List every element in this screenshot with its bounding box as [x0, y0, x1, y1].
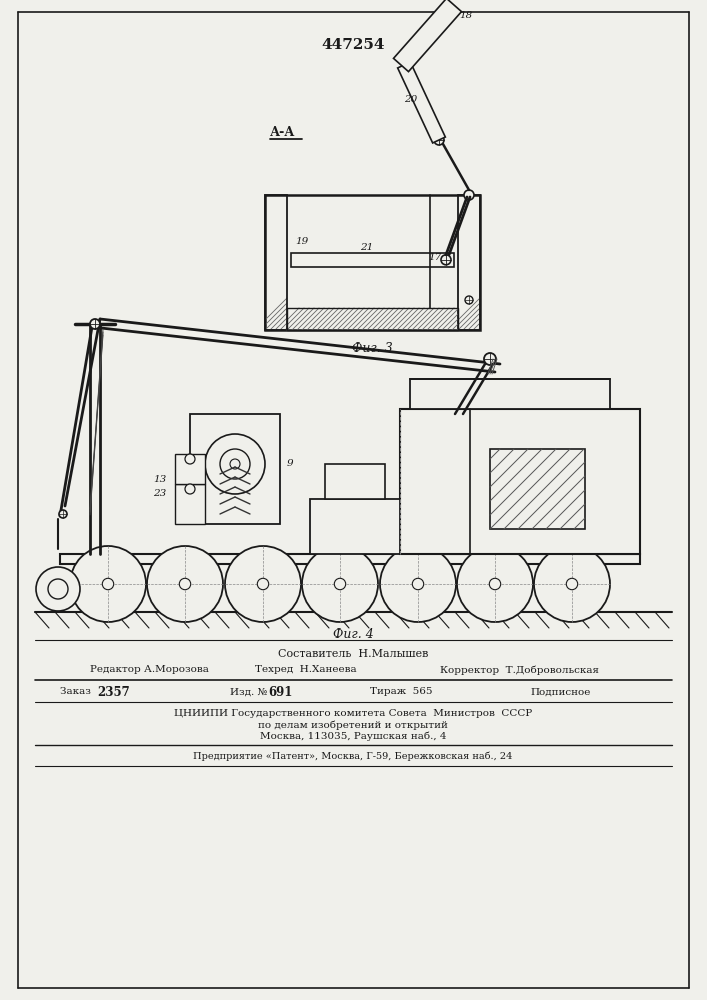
Bar — [175, 484, 205, 524]
Circle shape — [180, 578, 191, 590]
Circle shape — [205, 434, 265, 494]
Circle shape — [230, 459, 240, 469]
Text: 23: 23 — [153, 489, 167, 498]
Bar — [291, 253, 454, 267]
Text: по делам изобретений и открытий: по делам изобретений и открытий — [258, 720, 448, 730]
Text: Фиг. 3: Фиг. 3 — [351, 342, 392, 355]
Circle shape — [59, 510, 67, 518]
Text: Изд. №: Изд. № — [230, 688, 267, 696]
Text: 19: 19 — [296, 237, 309, 246]
Text: Предприятие «Патент», Москва, Г-59, Бережковская наб., 24: Предприятие «Патент», Москва, Г-59, Бере… — [193, 751, 513, 761]
Polygon shape — [394, 0, 462, 72]
Bar — [175, 454, 205, 484]
Text: Составитель  Н.Малышев: Составитель Н.Малышев — [278, 649, 428, 659]
Circle shape — [434, 135, 444, 145]
Circle shape — [334, 578, 346, 590]
Circle shape — [534, 546, 610, 622]
Circle shape — [464, 190, 474, 200]
Polygon shape — [397, 62, 445, 143]
Circle shape — [90, 319, 100, 329]
Text: Подписное: Подписное — [530, 688, 590, 696]
Text: Тираж  565: Тираж 565 — [370, 688, 433, 696]
Text: Корректор  Т.Добровольская: Корректор Т.Добровольская — [440, 665, 599, 675]
Circle shape — [412, 578, 423, 590]
Text: 447254: 447254 — [321, 38, 385, 52]
Circle shape — [257, 578, 269, 590]
Circle shape — [70, 546, 146, 622]
Text: 2357: 2357 — [97, 686, 130, 698]
Bar — [287, 308, 458, 330]
Text: Заказ: Заказ — [60, 688, 94, 696]
Bar — [310, 499, 400, 554]
Text: 17: 17 — [428, 253, 442, 262]
Circle shape — [103, 578, 114, 590]
Text: А-А: А-А — [270, 125, 296, 138]
Text: 13: 13 — [153, 475, 167, 484]
Bar — [190, 414, 280, 524]
Bar — [410, 379, 610, 409]
Circle shape — [225, 546, 301, 622]
Circle shape — [220, 449, 250, 479]
Circle shape — [147, 546, 223, 622]
Bar — [265, 195, 480, 330]
Circle shape — [465, 296, 473, 304]
Text: ЦНИИПИ Государственного комитета Совета  Министров  СССР: ЦНИИПИ Государственного комитета Совета … — [174, 710, 532, 718]
Circle shape — [36, 567, 80, 611]
Bar — [325, 464, 385, 499]
Text: 21: 21 — [361, 243, 373, 252]
Circle shape — [489, 578, 501, 590]
Circle shape — [566, 578, 578, 590]
Text: Москва, 113035, Раушская наб., 4: Москва, 113035, Раушская наб., 4 — [259, 731, 446, 741]
Circle shape — [441, 255, 451, 265]
Circle shape — [484, 353, 496, 365]
Bar — [60, 554, 640, 564]
Bar — [490, 449, 585, 529]
Text: 18: 18 — [460, 10, 472, 19]
Circle shape — [380, 546, 456, 622]
Bar — [400, 409, 640, 554]
Text: Редактор А.Морозова: Редактор А.Морозова — [90, 666, 209, 674]
Bar — [265, 195, 287, 330]
Circle shape — [302, 546, 378, 622]
Text: 20: 20 — [404, 96, 418, 104]
Text: Техред  Н.Ханеева: Техред Н.Ханеева — [255, 666, 356, 674]
Text: 691: 691 — [268, 686, 293, 698]
Circle shape — [185, 454, 195, 464]
Text: 9: 9 — [286, 460, 293, 468]
Circle shape — [48, 579, 68, 599]
Text: Фиг. 4: Фиг. 4 — [332, 628, 373, 641]
Circle shape — [185, 484, 195, 494]
Circle shape — [457, 546, 533, 622]
Bar — [458, 195, 480, 330]
